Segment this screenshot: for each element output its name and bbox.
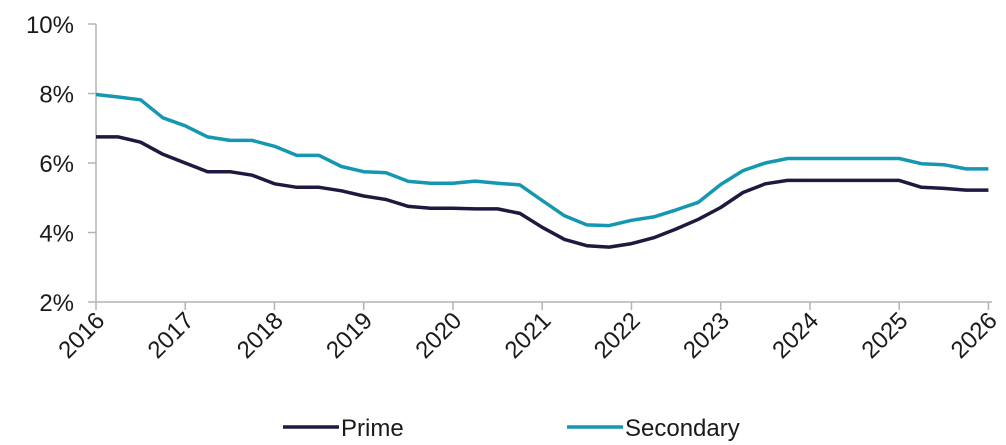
legend-label-secondary: Secondary bbox=[625, 415, 740, 442]
legend-label-prime: Prime bbox=[341, 415, 404, 442]
x-tick-label: 2023 bbox=[678, 307, 735, 364]
series-line-secondary bbox=[95, 92, 989, 228]
axes bbox=[88, 23, 992, 310]
y-tick-label: 2% bbox=[39, 290, 74, 317]
y-tick-label: 10% bbox=[26, 12, 74, 39]
x-tick-label: 2024 bbox=[767, 307, 824, 364]
x-tick-label: 2018 bbox=[232, 307, 289, 364]
x-tick-label: 2021 bbox=[500, 307, 557, 364]
y-tick-label: 8% bbox=[39, 82, 74, 109]
x-tick-label: 2019 bbox=[321, 307, 378, 364]
y-tick-label: 6% bbox=[39, 151, 74, 178]
x-tick-label: 2026 bbox=[946, 307, 1003, 364]
x-tick-label: 2022 bbox=[589, 307, 646, 364]
series-layer bbox=[95, 92, 989, 249]
y-tick-label: 4% bbox=[39, 221, 74, 248]
legend: Prime Secondary bbox=[283, 415, 740, 442]
tick-labels: 2%4%6%8%10%2016 2017 2018 2019 2020 2021 2022 2… bbox=[26, 12, 1003, 364]
x-tick-label: 2017 bbox=[143, 307, 200, 364]
x-tick-label: 2025 bbox=[857, 307, 914, 364]
x-tick-label: 2020 bbox=[410, 307, 467, 364]
series-line-prime bbox=[96, 135, 989, 249]
